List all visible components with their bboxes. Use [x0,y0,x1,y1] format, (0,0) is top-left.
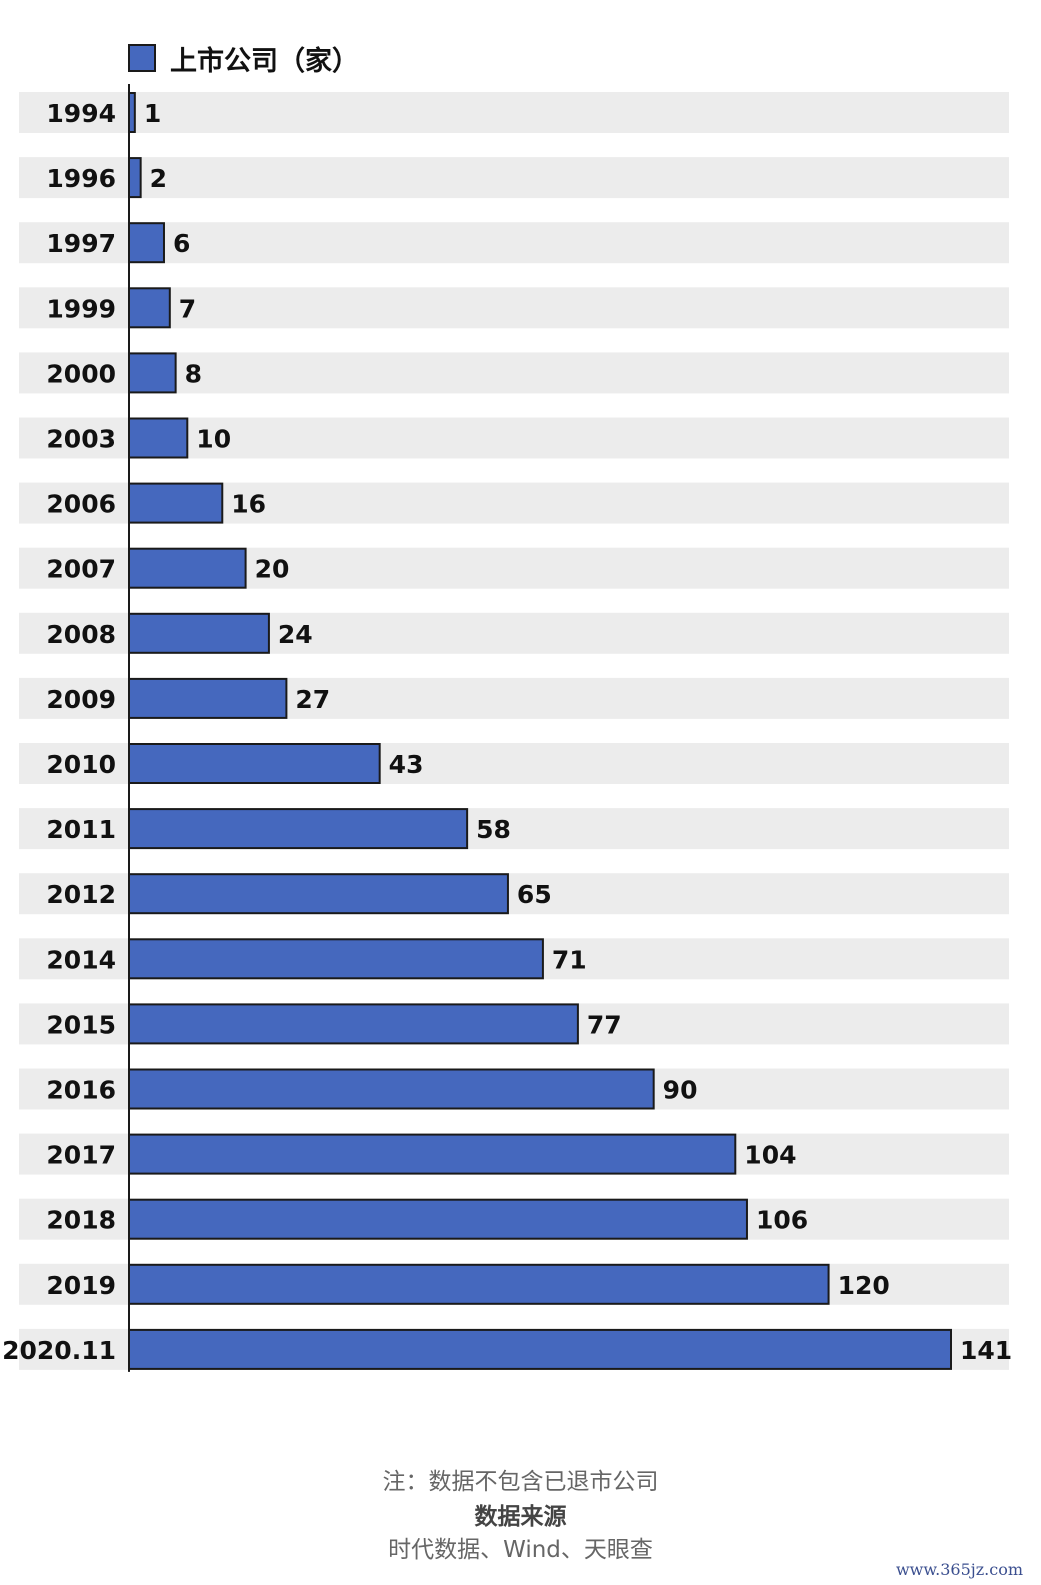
bar [128,352,177,394]
bar [128,222,165,264]
category-label: 2000 [46,359,116,388]
bar [128,482,224,524]
category-label: 2014 [46,945,116,974]
category-label: 2019 [46,1271,116,1300]
bar [128,873,509,915]
data-label: 20 [255,555,290,584]
data-label: 43 [389,750,424,779]
bar-chart: 1994 1 1996 2 1997 6 1999 7 2000 8 2003 10 2006 16 200… [2,84,1012,1372]
category-label: 2018 [46,1206,116,1235]
category-label: 2016 [46,1076,116,1105]
data-label: 106 [756,1206,808,1235]
data-label: 58 [476,815,511,844]
data-label: 77 [587,1010,622,1039]
category-label: 1996 [46,164,116,193]
category-label: 2008 [46,620,116,649]
bar [128,677,288,719]
bar [128,417,189,459]
row-band [19,92,1009,133]
category-label: 2017 [46,1141,116,1170]
category-label: 2010 [46,750,116,779]
row-band [19,287,1009,329]
bar [128,287,171,329]
category-label: 2015 [46,1010,116,1039]
bar [128,1263,830,1305]
legend-label: 上市公司（家） [170,45,359,77]
bar [128,1068,655,1110]
row-band [19,222,1009,264]
row-band [19,352,1009,394]
data-label: 90 [663,1076,698,1105]
data-label: 104 [744,1141,796,1170]
source-title: 数据来源 [474,1504,567,1530]
data-label: 1 [144,99,161,128]
bar [128,612,270,654]
bar [128,547,247,589]
category-label: 1994 [46,99,116,128]
data-label: 8 [185,359,202,388]
category-label: 2011 [46,815,116,844]
bar [128,1328,952,1370]
data-label: 24 [278,620,313,649]
bar [128,808,469,850]
category-label: 2003 [46,425,116,454]
data-label: 7 [179,294,196,323]
category-label: 2007 [46,555,116,584]
data-label: 71 [552,945,587,974]
legend-swatch [128,44,156,72]
bar [128,743,381,784]
data-label: 10 [196,425,231,454]
category-label: 2009 [46,685,116,714]
data-label: 120 [838,1271,890,1300]
data-label: 141 [960,1336,1012,1365]
data-label: 65 [517,880,552,909]
data-label: 6 [173,229,190,258]
category-label: 1999 [46,294,116,323]
data-label: 27 [295,685,330,714]
watermark: www.365jz.com [895,1560,1023,1579]
legend: 上市公司（家） [128,40,359,77]
data-label: 16 [231,490,266,519]
row-band [19,157,1009,199]
bar [128,1198,748,1240]
source-text: 时代数据、Wind、天眼查 [388,1537,653,1563]
bar [128,938,544,980]
category-label: 2006 [46,490,116,519]
bar [128,1133,737,1175]
category-label: 2012 [46,880,116,909]
category-label: 2020.11 [2,1336,116,1365]
footnote: 注：数据不包含已退市公司 [382,1469,659,1495]
bar [128,1003,579,1045]
category-label: 1997 [46,229,116,258]
bar [128,157,142,199]
data-label: 2 [150,164,167,193]
